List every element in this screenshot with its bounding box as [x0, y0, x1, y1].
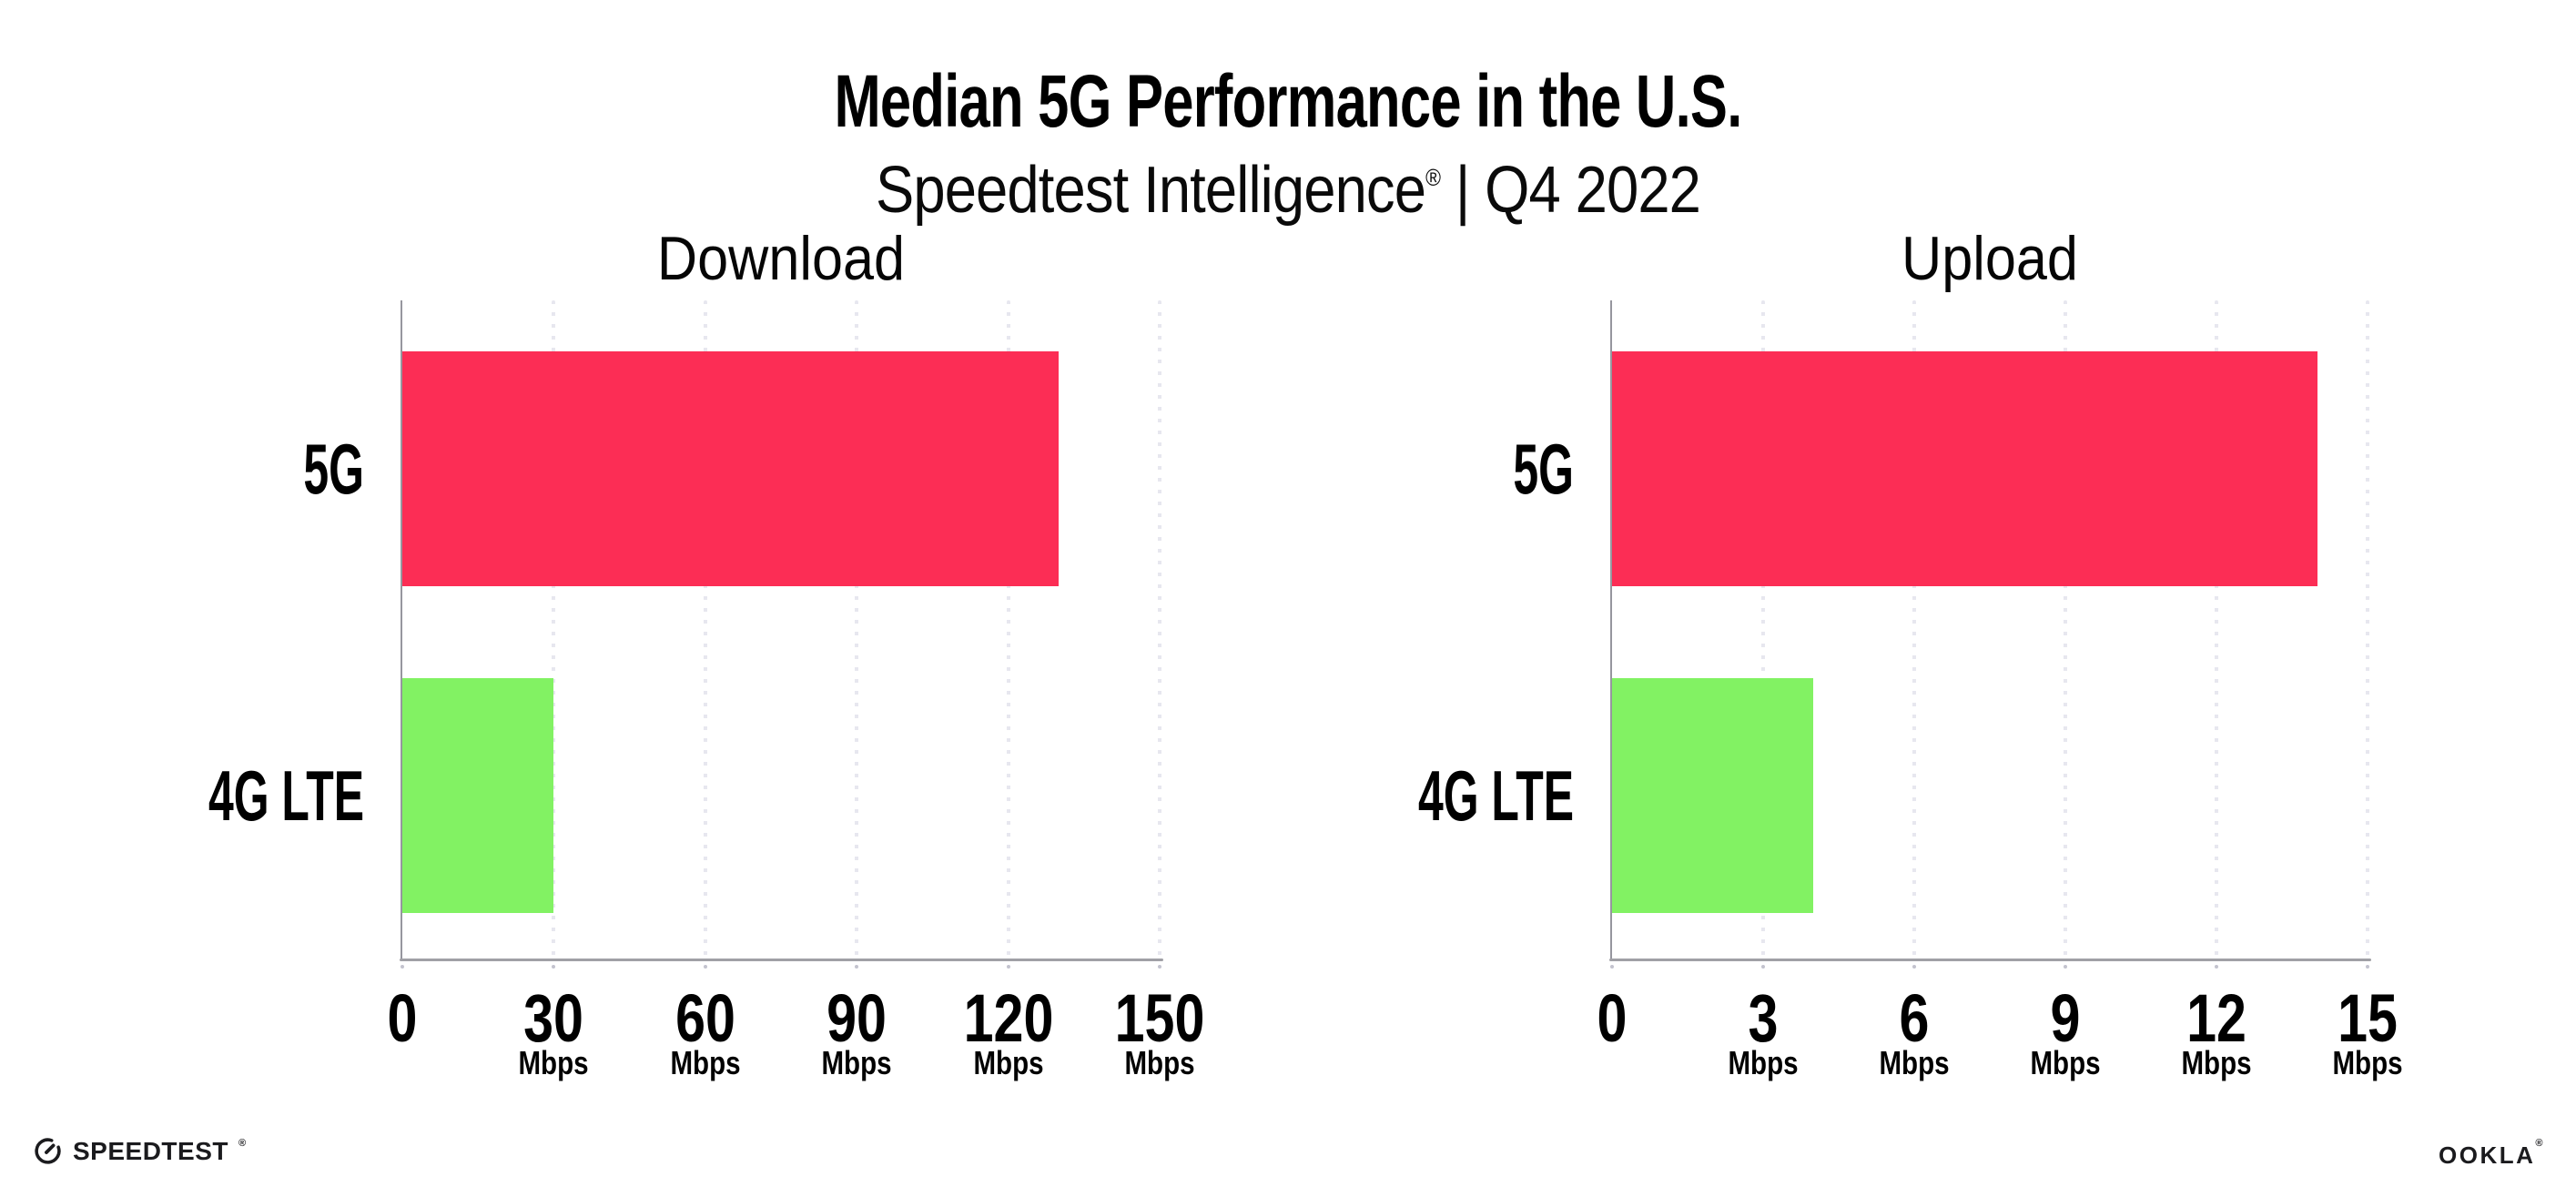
tick-mark-upload-6	[1912, 965, 1916, 969]
tick-unit-upload-6: Mbps	[1879, 1044, 1950, 1081]
gridline-upload-6	[1912, 300, 1916, 959]
tick-mark-upload-9	[2064, 965, 2067, 969]
speedtest-logo: SPEEDTEST ®	[33, 1136, 246, 1166]
tick-unit-upload-12: Mbps	[2181, 1044, 2252, 1081]
bar-upload-5g	[1612, 351, 2317, 587]
category-label-download-5g: 5G	[303, 429, 364, 510]
tick-mark-download-30	[552, 965, 556, 969]
bar-upload-4g-lte	[1612, 678, 1814, 914]
tick-mark-upload-15	[2366, 965, 2369, 969]
tick-label-download-90: 90	[827, 980, 887, 1056]
tick-label-download-60: 60	[674, 980, 735, 1056]
category-label-upload-4g-lte: 4G LTE	[1417, 756, 1574, 837]
tick-unit-download-150: Mbps	[1124, 1044, 1195, 1081]
chart-title-upload: Upload	[1902, 224, 2078, 293]
tick-label-upload-12: 12	[2186, 980, 2246, 1056]
tick-mark-download-60	[703, 965, 707, 969]
tick-label-download-0: 0	[387, 980, 418, 1056]
speedtest-gauge-icon	[35, 1138, 61, 1164]
ookla-registered-mark: ®	[2535, 1138, 2545, 1150]
tick-label-upload-15: 15	[2338, 980, 2398, 1056]
gridline-download-150	[1158, 300, 1161, 959]
tick-mark-upload-12	[2215, 965, 2218, 969]
x-axis-upload	[1609, 959, 2371, 961]
tick-unit-download-90: Mbps	[821, 1044, 892, 1081]
tick-unit-upload-15: Mbps	[2332, 1044, 2403, 1081]
tick-label-upload-3: 3	[1748, 980, 1779, 1056]
tick-unit-download-60: Mbps	[670, 1044, 741, 1081]
gridline-upload-15	[2366, 300, 2369, 959]
gridline-upload-12	[2215, 300, 2218, 959]
gridline-upload-9	[2064, 300, 2067, 959]
tick-unit-upload-3: Mbps	[1728, 1044, 1799, 1081]
gridline-download-30	[552, 300, 556, 959]
page-subtitle: Speedtest Intelligence® | Q4 2022	[155, 148, 2421, 234]
tick-mark-upload-3	[1761, 965, 1765, 969]
bar-download-5g	[402, 351, 1060, 587]
tick-label-upload-6: 6	[1899, 980, 1930, 1056]
tick-label-upload-9: 9	[2050, 980, 2081, 1056]
tick-unit-download-120: Mbps	[973, 1044, 1044, 1081]
tick-label-upload-0: 0	[1597, 980, 1628, 1056]
tick-mark-download-90	[855, 965, 859, 969]
tick-label-download-30: 30	[523, 980, 584, 1056]
tick-mark-download-150	[1158, 965, 1161, 969]
tick-label-download-150: 150	[1114, 980, 1205, 1056]
ookla-logo: OOKLA®	[2439, 1139, 2545, 1169]
speedtest-wordmark: SPEEDTEST	[73, 1136, 228, 1165]
tick-unit-download-30: Mbps	[518, 1044, 589, 1081]
chart-title-download: Download	[656, 224, 906, 293]
tick-mark-download-120	[1006, 965, 1010, 969]
gridline-download-60	[703, 300, 707, 959]
y-axis-upload	[1610, 300, 1612, 960]
x-axis-download	[400, 959, 1163, 961]
y-axis-download	[401, 300, 402, 960]
speedtest-registered-mark: ®	[238, 1137, 247, 1149]
category-label-upload-5g: 5G	[1513, 429, 1574, 510]
subtitle-brand: Speedtest Intelligence	[875, 153, 1426, 227]
gridline-download-120	[1006, 300, 1010, 959]
bar-download-4g-lte	[402, 678, 554, 914]
tick-mark-upload-0	[1610, 965, 1614, 969]
gridline-download-90	[855, 300, 859, 959]
ookla-wordmark: OOKLA	[2439, 1141, 2536, 1169]
category-label-download-4g-lte: 4G LTE	[208, 756, 364, 837]
subtitle-period: | Q4 2022	[1440, 153, 1701, 227]
tick-unit-upload-9: Mbps	[2030, 1044, 2101, 1081]
page-title: Median 5G Performance in the U.S.	[834, 59, 1742, 143]
tick-label-download-120: 120	[963, 980, 1053, 1056]
gridline-upload-3	[1761, 300, 1765, 959]
registered-trademark-mark: ®	[1425, 163, 1441, 191]
tick-mark-download-0	[401, 965, 404, 969]
